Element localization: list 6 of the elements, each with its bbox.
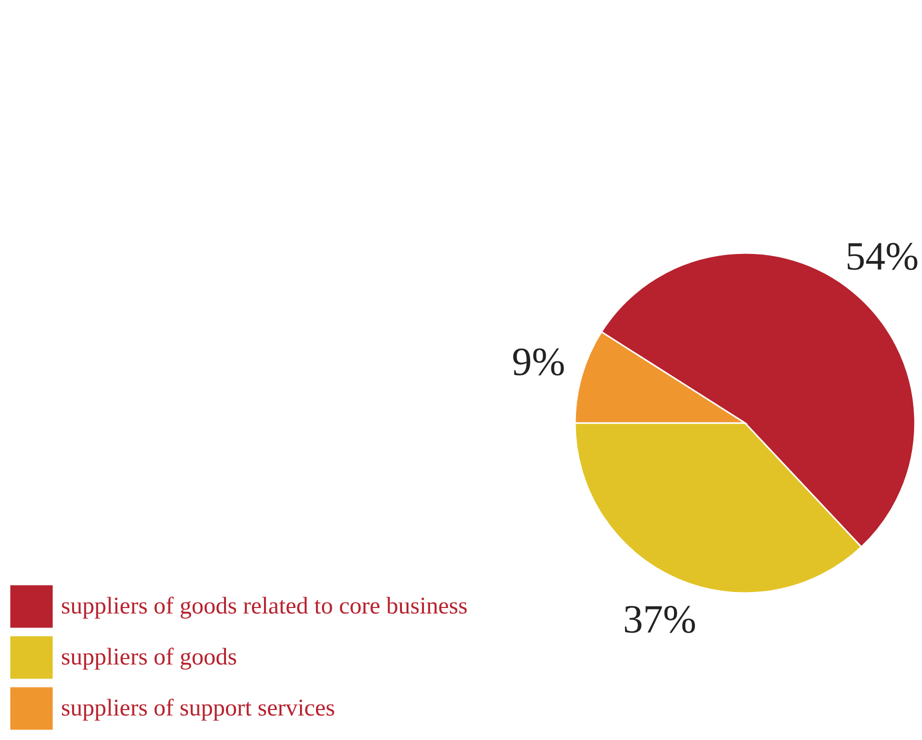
data-label: 54% bbox=[845, 233, 919, 278]
legend-label: suppliers of goods related to core business bbox=[61, 594, 468, 620]
legend-label: suppliers of support services bbox=[61, 696, 335, 722]
data-label: 9% bbox=[512, 339, 566, 384]
legend-label: suppliers of goods bbox=[61, 644, 237, 670]
data-label: 37% bbox=[622, 596, 696, 642]
